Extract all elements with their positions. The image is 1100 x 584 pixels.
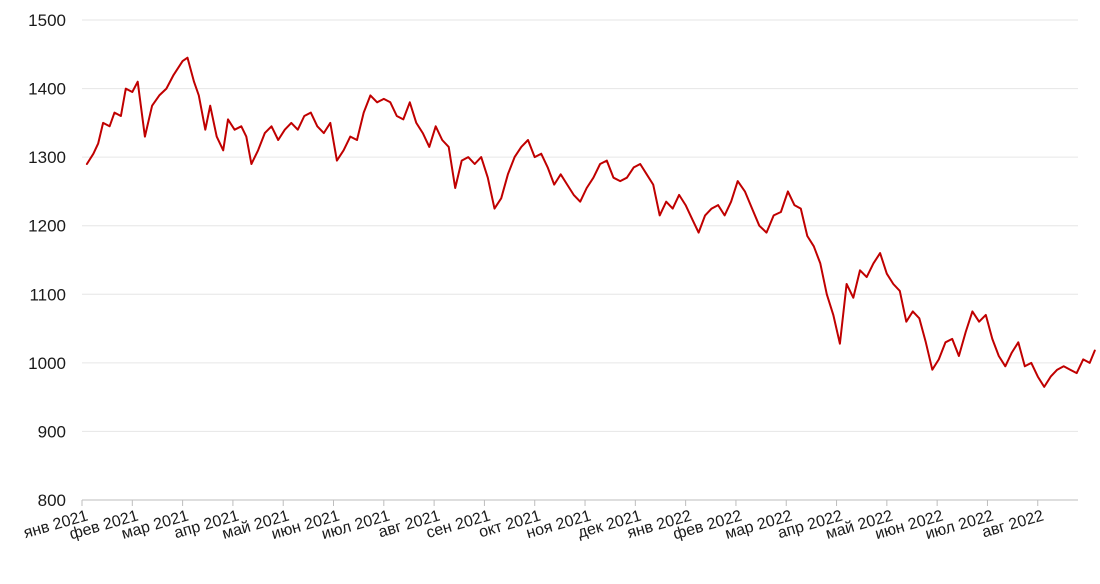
y-tick-label-1100: 1100 xyxy=(29,285,66,304)
y-tick-label-900: 900 xyxy=(38,422,66,441)
x-axis-ticks xyxy=(81,500,1039,506)
y-tick-label-1000: 1000 xyxy=(28,354,66,373)
y-tick-label-800: 800 xyxy=(38,491,66,510)
gridlines xyxy=(82,19,1078,432)
y-axis-tick-labels: 800 900 1000 1100 1200 1300 1400 1500 xyxy=(28,11,66,510)
y-tick-label-1400: 1400 xyxy=(28,80,66,99)
y-tick-label-1300: 1300 xyxy=(28,148,66,167)
y-tick-label-1200: 1200 xyxy=(28,217,66,236)
series-group xyxy=(85,56,1096,388)
series-line-0 xyxy=(85,56,1096,388)
y-tick-label-1500: 1500 xyxy=(28,11,66,30)
